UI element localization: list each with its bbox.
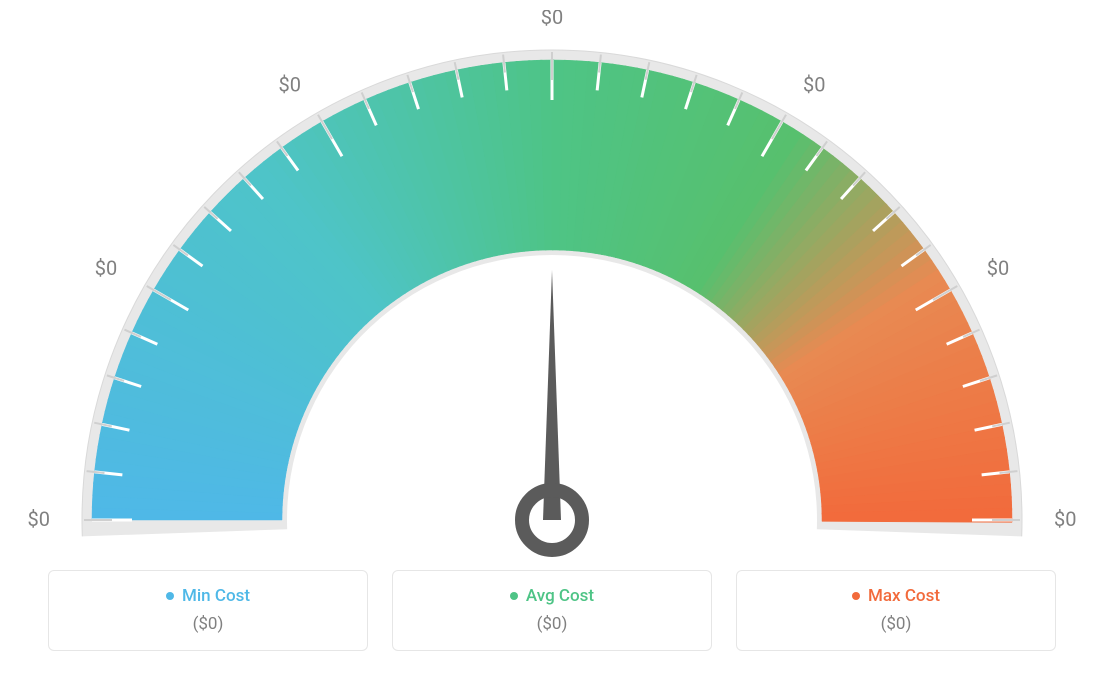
gauge-svg: $0 $0 $0 $0 $0 $0 $0 [0,10,1104,570]
legend-value: ($0) [49,614,367,634]
legend-card-1: Avg Cost ($0) [392,570,712,651]
legend-label: Max Cost [868,586,940,606]
legend-value: ($0) [393,614,711,634]
gauge-tick-label: $0 [28,507,50,531]
gauge-tick-label: $0 [1054,507,1076,531]
gauge-needle [543,270,561,520]
legend-card-2: Max Cost ($0) [736,570,1056,651]
legend-dot-icon [852,592,860,600]
legend-title: Min Cost [166,586,250,606]
legend-label: Avg Cost [526,586,594,606]
gauge-tick-label: $0 [541,10,563,29]
legend-title: Max Cost [852,586,940,606]
legend-dot-icon [166,592,174,600]
gauge-tick-label: $0 [279,72,301,96]
legend-dot-icon [510,592,518,600]
gauge-tick-label: $0 [987,256,1009,280]
gauge-tick-label: $0 [803,72,825,96]
gauge-tick-label: $0 [95,256,117,280]
gauge-chart: $0 $0 $0 $0 $0 $0 $0 [0,0,1104,560]
legend-label: Min Cost [182,586,250,606]
legend-row: Min Cost ($0) Avg Cost ($0) Max Cost ($0) [0,570,1104,651]
legend-title: Avg Cost [510,586,594,606]
legend-value: ($0) [737,614,1055,634]
legend-card-0: Min Cost ($0) [48,570,368,651]
